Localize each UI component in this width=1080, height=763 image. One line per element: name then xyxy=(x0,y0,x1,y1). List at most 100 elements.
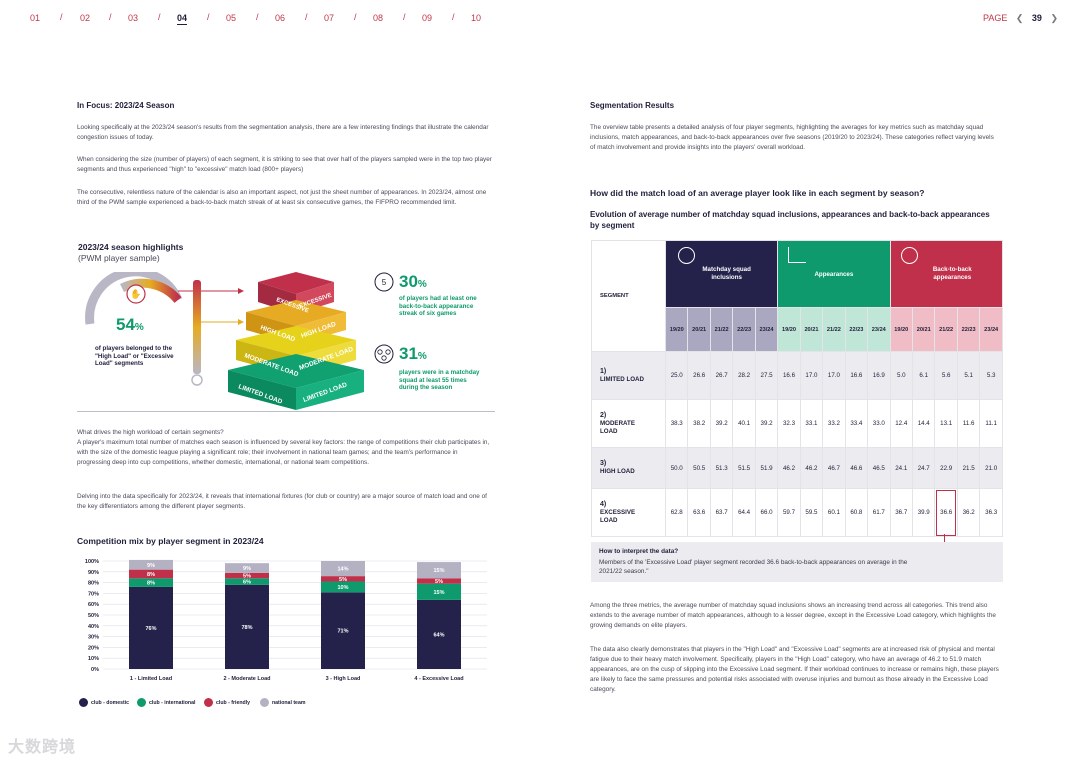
legend-domestic: club - domestic xyxy=(79,698,129,707)
segment-header: SEGMENT xyxy=(591,240,666,352)
nav-separator: / xyxy=(452,12,455,22)
gauge-arc-filled xyxy=(120,278,182,304)
bar-segment xyxy=(417,578,461,584)
bar-segment xyxy=(129,569,173,579)
bar-segment xyxy=(321,592,365,669)
table-row-limited: 1) LIMITED LOAD 25.0 26.6 26.7 28.2 27.5 16.6… xyxy=(591,351,1003,400)
y-tick-label: 20% xyxy=(88,645,99,651)
in-focus-heading: In Focus: 2023/24 Season xyxy=(77,101,175,110)
bar-value-label: 8% xyxy=(147,572,155,578)
legend-swatch xyxy=(260,698,269,707)
table-row-excessive: 4) EXCESSIVE LOAD 62.8 63.6 63.7 64.4 66.0 59… xyxy=(591,488,1003,537)
workload-paragraph: A player's maximum total number of match… xyxy=(77,439,490,466)
squad-icon xyxy=(374,344,394,364)
legend-friendly: club - friendly xyxy=(204,698,250,707)
nav-separator: / xyxy=(305,12,308,22)
highlights-title: 2023/24 season highlights xyxy=(78,242,184,252)
stat-31-label: players were in a matchday squad at leas… xyxy=(399,369,480,391)
gauge-arc xyxy=(85,272,183,325)
legend-swatch xyxy=(204,698,213,707)
page-number: 39 xyxy=(1031,13,1042,23)
nav-separator: / xyxy=(158,12,161,22)
nav-item-07[interactable]: 07 xyxy=(324,13,335,23)
bar-value-label: 8% xyxy=(147,581,155,587)
back-to-back-group-icon xyxy=(900,247,918,264)
svg-text:✋: ✋ xyxy=(130,288,141,299)
left-paragraph-3: The consecutive, relentless nature of th… xyxy=(77,189,487,206)
prev-page-icon[interactable]: ❮ xyxy=(1015,13,1024,23)
bar-value-label: 6% xyxy=(243,580,251,586)
group-header-back-to-back: Back-to-back appearances xyxy=(889,240,1004,308)
nav-item-08[interactable]: 08 xyxy=(373,13,384,23)
right-paragraph-3: The data also clearly demonstrates that … xyxy=(590,646,999,693)
legend-swatch xyxy=(137,698,146,707)
legend-national: national team xyxy=(260,698,305,707)
bar-segment xyxy=(321,561,365,577)
chart-title: Competition mix by player segment in 202… xyxy=(77,536,264,546)
bar-value-label: 71% xyxy=(337,629,348,635)
interpret-box: How to interpret the data? Members of th… xyxy=(591,542,1003,582)
bar-segment xyxy=(321,576,365,582)
y-tick-label: 70% xyxy=(88,591,99,597)
bar-value-label: 15% xyxy=(433,568,444,574)
left-paragraph-2: When considering the size (number of pla… xyxy=(77,156,492,173)
streak-icon xyxy=(374,272,394,292)
next-page-icon[interactable]: ❯ xyxy=(1050,13,1058,23)
nav-item-09[interactable]: 09 xyxy=(422,13,433,23)
chapter-nav: 01 / 02 / 03 / 04 / 05 / 06 / 07 / 08 / … xyxy=(20,10,1060,28)
interpret-text: Members of the 'Excessive Load' player s… xyxy=(599,559,908,575)
divider xyxy=(77,411,495,412)
nav-item-03[interactable]: 03 xyxy=(128,13,139,23)
bar-segment xyxy=(417,583,461,600)
x-category-label: 2 - Moderate Load xyxy=(223,676,270,682)
bar-segment xyxy=(225,584,269,669)
nav-separator: / xyxy=(256,12,259,22)
stat-30-label: of players had at least one back-to-back… xyxy=(399,295,477,317)
page-indicator: PAGE ❮ 39 ❯ xyxy=(983,13,1058,24)
load-gradient-bar xyxy=(193,280,201,374)
nav-item-06[interactable]: 06 xyxy=(275,13,286,23)
y-tick-label: 10% xyxy=(88,656,99,662)
bar-value-label: 76% xyxy=(145,626,156,632)
y-tick-label: 50% xyxy=(88,613,99,619)
segmentation-heading: Segmentation Results xyxy=(590,101,675,110)
stat-30-value: 30% xyxy=(399,272,427,291)
bar-segment xyxy=(225,563,269,573)
stat-31-value: 31% xyxy=(399,344,427,363)
y-tick-label: 60% xyxy=(88,602,99,608)
x-category-label: 3 - High Load xyxy=(326,676,361,682)
segment-table: SEGMENT Matchday squad inclusions Appear… xyxy=(591,240,1004,537)
group-header-appearances: Appearances xyxy=(777,240,891,308)
bar-value-label: 5% xyxy=(435,579,443,585)
season-header-row: 19/20 20/21 21/22 22/23 23/24 19/20 20/21 21/2… xyxy=(592,307,1003,352)
competition-mix-chart: 0% 10% 20% 30% 40% 50% 60% 70% 80% 90% 100% 76% 8% 8%… xyxy=(85,559,487,682)
right-paragraph-2: Among the three metrics, the average num… xyxy=(590,602,996,629)
nav-separator: / xyxy=(403,12,406,22)
nav-item-04-active[interactable]: 04 xyxy=(177,13,188,25)
segment-pyramid: EXCESSIVE EXCESSIVE HIGH LOAD HIGH LOAD … xyxy=(228,272,364,410)
squad-group-icon xyxy=(678,247,695,264)
bar-value-label: 9% xyxy=(147,563,155,569)
nav-item-05[interactable]: 05 xyxy=(226,13,237,23)
bar-value-label: 14% xyxy=(337,567,348,573)
nav-item-10[interactable]: 10 xyxy=(471,13,482,23)
bar-segment xyxy=(129,586,173,669)
x-category-label: 4 - Excessive Load xyxy=(414,676,463,682)
bar-segment xyxy=(129,559,173,570)
bar-value-label: 64% xyxy=(433,632,444,638)
nav-item-02[interactable]: 02 xyxy=(80,13,91,23)
highlighted-cell: 36.6 xyxy=(934,488,958,537)
nav-item-01[interactable]: 01 xyxy=(30,13,41,23)
highlights-infographic: ✋ EXCESSIVE EXCESSIVE HIGH LOAD HIGH LOA… xyxy=(85,272,394,410)
y-tick-label: 100% xyxy=(85,559,99,565)
bar-value-label: 15% xyxy=(433,590,444,596)
legend-swatch xyxy=(79,698,88,707)
nav-separator: / xyxy=(109,12,112,22)
table-row-high: 3) HIGH LOAD 50.0 50.5 51.3 51.5 51.9 46.2 46.… xyxy=(591,447,1003,489)
group-header-squad: Matchday squad inclusions xyxy=(664,240,779,308)
y-tick-label: 90% xyxy=(88,570,99,576)
highlights-subtitle: (PWM player sample) xyxy=(78,253,160,263)
table-row-moderate: 2) MODERATE LOAD 38.3 38.2 39.2 40.1 39.2 32.… xyxy=(591,399,1003,448)
bar-segment xyxy=(225,572,269,579)
bar-value-label: 9% xyxy=(243,566,251,572)
